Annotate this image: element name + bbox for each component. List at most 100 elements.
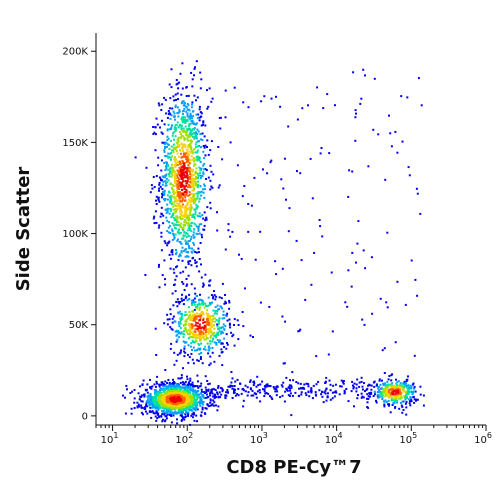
event-dot bbox=[390, 388, 393, 391]
event-dot bbox=[171, 222, 174, 224]
event-dot bbox=[155, 406, 158, 408]
event-dot bbox=[206, 403, 209, 406]
event-dot bbox=[176, 215, 179, 218]
event-dot bbox=[183, 230, 186, 233]
event-dot bbox=[401, 384, 403, 387]
event-dot bbox=[191, 315, 194, 318]
event-dot bbox=[163, 96, 166, 99]
event-dot bbox=[165, 184, 168, 187]
event-dot bbox=[200, 401, 203, 404]
event-dot bbox=[194, 181, 197, 184]
event-dot bbox=[181, 178, 184, 181]
event-dot bbox=[174, 180, 177, 182]
event-dot bbox=[181, 100, 184, 103]
event-dot bbox=[170, 257, 172, 260]
event-dot bbox=[329, 389, 332, 392]
event-dot bbox=[182, 180, 185, 183]
event-dot bbox=[171, 328, 174, 331]
event-dot bbox=[395, 395, 398, 398]
event-dot bbox=[200, 390, 203, 393]
event-dot bbox=[242, 325, 245, 328]
event-dot bbox=[188, 333, 191, 336]
event-dot bbox=[179, 241, 182, 243]
event-dot bbox=[180, 195, 183, 198]
event-dot bbox=[186, 103, 189, 105]
event-dot bbox=[384, 395, 387, 398]
event-dot bbox=[174, 128, 177, 131]
event-dot bbox=[205, 217, 208, 220]
event-dot bbox=[174, 205, 177, 207]
event-dot bbox=[416, 294, 419, 297]
event-dot bbox=[166, 181, 169, 184]
event-dot bbox=[183, 289, 186, 291]
event-dot bbox=[216, 393, 219, 396]
event-dot bbox=[186, 174, 189, 177]
event-dot bbox=[182, 194, 185, 197]
event-dot bbox=[216, 323, 219, 326]
event-dot bbox=[209, 324, 212, 327]
event-dot bbox=[172, 189, 175, 192]
event-dot bbox=[175, 359, 178, 362]
event-dot bbox=[158, 385, 161, 388]
event-dot bbox=[150, 387, 153, 390]
event-dot bbox=[174, 184, 177, 187]
event-dot bbox=[355, 383, 358, 386]
event-dot bbox=[205, 323, 208, 326]
event-dot bbox=[187, 184, 190, 186]
event-dot bbox=[182, 303, 185, 306]
event-dot bbox=[187, 382, 190, 385]
event-dot bbox=[182, 386, 185, 389]
event-dot bbox=[199, 402, 201, 405]
event-dot bbox=[199, 414, 202, 417]
event-dot bbox=[368, 383, 371, 386]
event-dot bbox=[188, 245, 190, 247]
event-dot bbox=[259, 230, 262, 233]
event-dot bbox=[158, 224, 161, 227]
event-dot bbox=[168, 175, 171, 178]
event-dot bbox=[209, 318, 212, 321]
event-dot bbox=[155, 203, 158, 205]
event-dot bbox=[199, 242, 202, 244]
event-dot bbox=[249, 388, 252, 391]
event-dot bbox=[252, 394, 255, 397]
event-dot bbox=[275, 95, 277, 98]
event-dot bbox=[221, 364, 224, 367]
event-dot bbox=[154, 389, 157, 392]
event-dot bbox=[383, 388, 386, 391]
event-dot bbox=[183, 155, 186, 158]
event-dot bbox=[242, 405, 245, 408]
event-dot bbox=[201, 300, 204, 302]
event-dot bbox=[377, 133, 380, 136]
event-dot bbox=[173, 386, 176, 389]
event-dot bbox=[190, 184, 193, 186]
event-dot bbox=[172, 208, 175, 211]
event-dot bbox=[124, 396, 126, 399]
event-dot bbox=[216, 325, 219, 328]
event-dot bbox=[196, 155, 199, 158]
event-dot bbox=[205, 328, 208, 331]
event-dot bbox=[164, 369, 167, 371]
event-dot bbox=[360, 97, 363, 100]
event-dot bbox=[185, 184, 188, 187]
event-dot bbox=[383, 405, 386, 408]
event-dot bbox=[401, 405, 404, 408]
event-dot bbox=[183, 104, 186, 107]
event-dot bbox=[362, 249, 365, 252]
event-dot bbox=[189, 387, 192, 390]
event-dot bbox=[195, 141, 198, 144]
event-dot bbox=[172, 148, 175, 151]
event-dot bbox=[413, 401, 416, 404]
event-dot bbox=[188, 356, 191, 359]
event-dot bbox=[174, 233, 177, 236]
event-dot bbox=[153, 396, 156, 399]
event-dot bbox=[167, 144, 170, 146]
event-dot bbox=[184, 122, 187, 124]
event-dot bbox=[179, 191, 182, 194]
event-dot bbox=[297, 395, 300, 398]
event-dot bbox=[200, 351, 203, 354]
event-dot bbox=[160, 249, 163, 252]
event-dot bbox=[161, 400, 164, 403]
event-dot bbox=[209, 399, 212, 402]
event-dot bbox=[207, 389, 210, 392]
event-dot bbox=[386, 386, 389, 389]
